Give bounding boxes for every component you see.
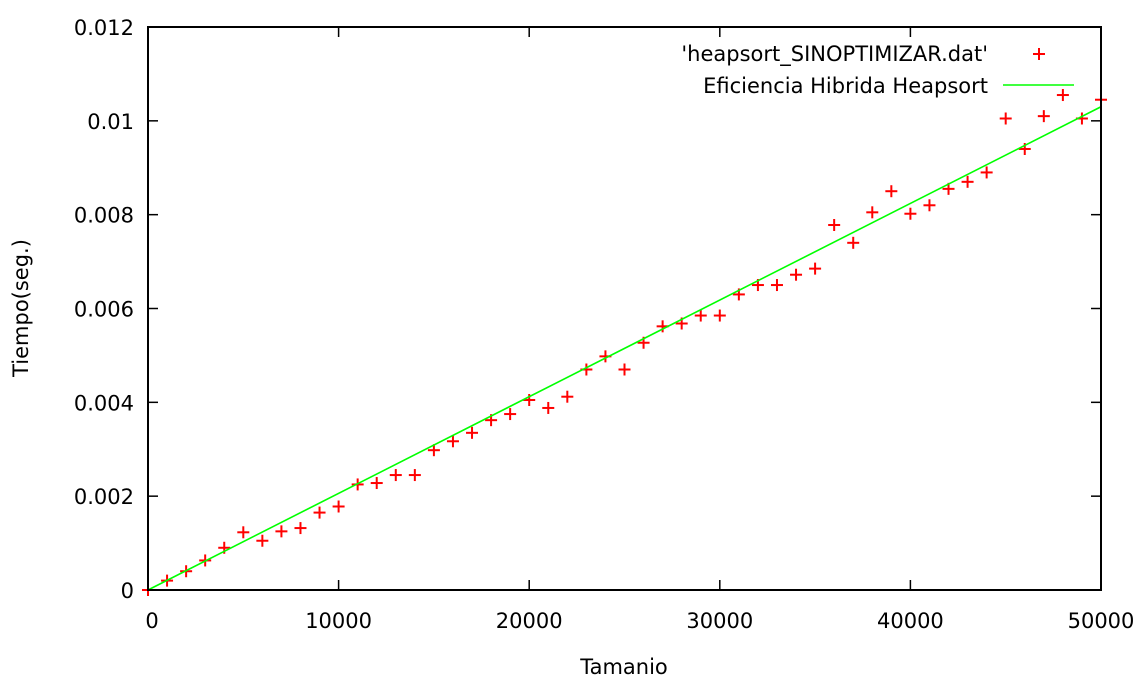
data-point <box>847 236 860 249</box>
data-point <box>561 390 574 403</box>
x-axis: 0 10000 20000 30000 40000 50000 <box>145 27 1134 633</box>
y-tick-label: 0.012 <box>74 16 134 40</box>
legend-marker-points <box>1033 48 1045 60</box>
y-tick-label: 0.008 <box>74 204 134 228</box>
data-point <box>523 393 536 406</box>
y-tick-label: 0.01 <box>87 110 134 134</box>
data-point <box>237 526 250 539</box>
x-tick-label: 10000 <box>305 609 372 633</box>
y-axis: 0 0.002 0.004 0.006 0.008 0.01 0.012 <box>74 16 1101 603</box>
data-point <box>466 426 479 439</box>
data-point <box>809 262 822 275</box>
y-tick-label: 0.004 <box>74 391 134 415</box>
x-tick-label: 0 <box>145 609 158 633</box>
x-axis-label: Tamanio <box>579 655 668 679</box>
data-point <box>256 534 269 547</box>
y-tick-label: 0.006 <box>74 298 134 322</box>
x-tick-label: 40000 <box>877 609 944 633</box>
data-point <box>828 218 841 231</box>
data-point <box>542 401 555 414</box>
data-point <box>999 112 1012 125</box>
x-tick-label: 50000 <box>1068 609 1135 633</box>
plot-frame <box>147 26 1102 591</box>
data-point <box>790 268 803 281</box>
data-point <box>294 522 307 535</box>
data-point <box>770 279 783 292</box>
data-point <box>923 199 936 212</box>
data-point <box>504 408 517 421</box>
data-point <box>694 309 707 322</box>
data-point <box>446 435 459 448</box>
data-point <box>866 206 879 219</box>
data-point <box>980 166 993 179</box>
data-point <box>961 175 974 188</box>
data-point <box>427 444 440 457</box>
y-tick-label: 0.002 <box>74 485 134 509</box>
y-tick-label: 0 <box>121 579 134 603</box>
data-point <box>408 469 421 482</box>
plot-marks <box>142 89 1107 596</box>
x-tick-label: 30000 <box>686 609 753 633</box>
data-point <box>618 363 631 376</box>
legend-label-points: 'heapsort_SINOPTIMIZAR.dat' <box>681 42 988 67</box>
legend: 'heapsort_SINOPTIMIZAR.dat' Eficiencia Hi… <box>681 42 1074 98</box>
data-point <box>904 207 917 220</box>
data-point <box>313 506 326 519</box>
data-point <box>713 309 726 322</box>
data-point <box>1056 89 1069 102</box>
data-point <box>1037 110 1050 123</box>
y-axis-label: Tiempo(seg.) <box>9 239 33 378</box>
fit-line <box>147 106 1102 591</box>
data-point <box>275 525 288 538</box>
data-point <box>885 185 898 198</box>
x-tick-label: 20000 <box>496 609 563 633</box>
data-point <box>370 477 383 490</box>
legend-label-line: Eficiencia Hibrida Heapsort <box>703 74 988 98</box>
data-point <box>389 469 402 482</box>
data-point <box>332 500 345 513</box>
